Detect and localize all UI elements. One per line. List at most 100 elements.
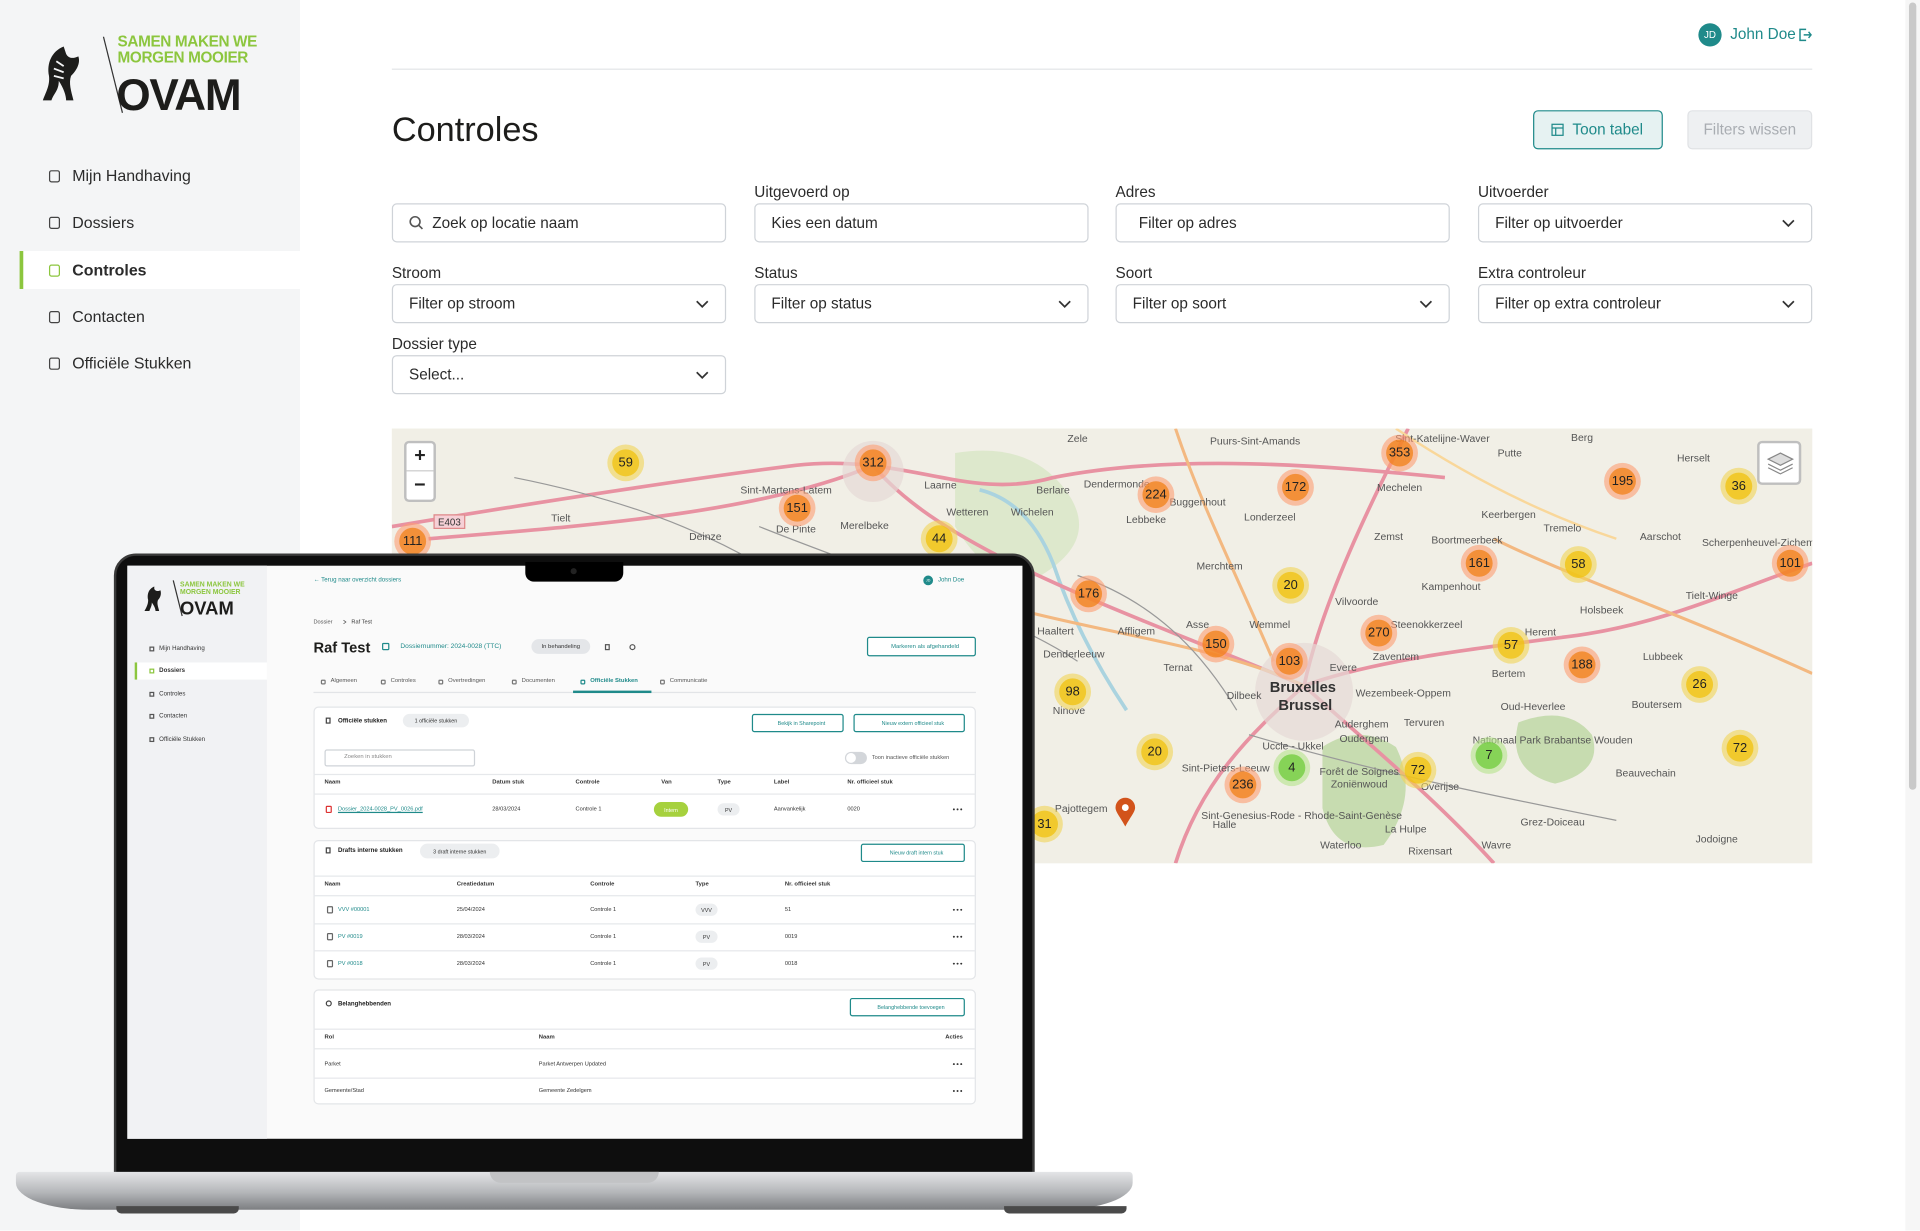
cluster-count[interactable]: 57	[1497, 631, 1525, 659]
status-badge: In behandeling	[531, 639, 591, 654]
tab[interactable]: Communicatie	[669, 678, 708, 685]
cluster-count[interactable]: 236	[1229, 771, 1257, 799]
cell: 28/03/2024	[456, 960, 485, 967]
placeholder: Filter op stroom	[408, 294, 516, 312]
column-header: Creatiedatum	[456, 881, 495, 888]
cluster-count[interactable]: 188	[1568, 651, 1596, 679]
cluster-count[interactable]: 20	[1141, 738, 1169, 766]
cluster-count[interactable]: 150	[1202, 630, 1230, 658]
mini-user-name[interactable]: John Doe	[937, 576, 965, 585]
cluster-count[interactable]: 36	[1725, 472, 1753, 500]
place-label: Wemmel	[1249, 618, 1291, 631]
place-label: Berg	[1571, 430, 1594, 444]
cluster-count[interactable]: 172	[1282, 473, 1309, 501]
type-badge: PV	[695, 930, 718, 943]
mark-done-button[interactable]: Markeren als afgehandeld	[866, 636, 976, 657]
user-name[interactable]: John Doe	[1730, 25, 1796, 43]
mini-nav-item[interactable]: Dossiers	[159, 667, 186, 675]
cluster-count[interactable]: 111	[399, 527, 427, 555]
cluster-count[interactable]: 353	[1386, 439, 1414, 467]
zoom-in[interactable]: +	[406, 443, 434, 472]
place-label: Herent	[1524, 625, 1557, 638]
file-link[interactable]: PV #0018	[337, 960, 363, 967]
select[interactable]	[391, 355, 727, 395]
mini-nav-item[interactable]: Mijn Handhaving	[159, 645, 205, 653]
row-divider	[313, 895, 976, 896]
cluster-count[interactable]: 103	[1275, 647, 1303, 675]
type-badge: PV	[695, 957, 718, 970]
cluster-count[interactable]: 101	[1776, 549, 1804, 577]
cluster-count[interactable]: 72	[1726, 734, 1754, 762]
cluster-count[interactable]: 224	[1142, 481, 1170, 509]
cluster-count[interactable]: 20	[1277, 571, 1305, 599]
nav-item[interactable]: Officiële Stukken	[72, 354, 192, 373]
place-label: Beauvechain	[1615, 766, 1676, 779]
select[interactable]	[391, 284, 727, 324]
cluster-count[interactable]: 270	[1365, 619, 1393, 647]
nav-item[interactable]: Contacten	[72, 307, 145, 326]
card-button[interactable]: Nieuw extern officieel stuk	[853, 713, 965, 733]
cluster-count[interactable]: 176	[1075, 580, 1103, 608]
place-label: Denderleeuw	[1043, 647, 1105, 660]
filter-label: Uitgevoerd op	[754, 183, 850, 201]
text-input[interactable]	[1115, 203, 1450, 243]
mini-search[interactable]	[324, 749, 476, 767]
cell: Controle 1	[575, 806, 602, 813]
file-link[interactable]: Dossier_2024-0028_PV_0026.pdf	[337, 806, 423, 813]
cluster-count[interactable]: 59	[612, 449, 640, 477]
zoom-out[interactable]: −	[414, 474, 426, 496]
card-button[interactable]: Nieuw draft intern stuk	[860, 843, 965, 863]
toggle-table-button[interactable]: Toon tabel	[1533, 110, 1663, 150]
nav-item[interactable]: Dossiers	[72, 213, 135, 232]
tab[interactable]: Documenten	[521, 678, 555, 685]
place-label: Sint-Martens-Latem	[740, 483, 832, 496]
cluster-count[interactable]: 44	[925, 525, 953, 553]
cluster-count[interactable]: 26	[1686, 671, 1714, 698]
place-label: Zoniënwoud	[1330, 777, 1388, 790]
mini-nav-item[interactable]: Controles	[159, 690, 186, 698]
select[interactable]	[1115, 284, 1450, 324]
back-link[interactable]: ← Terug naar overzicht dossiers	[313, 576, 402, 585]
place-label: Lebbeke	[1126, 512, 1167, 526]
mini-nav-item[interactable]: Officiële Stukken	[159, 735, 206, 744]
nav-item[interactable]: Mijn Handhaving	[72, 166, 191, 186]
cluster-count[interactable]: 98	[1059, 678, 1087, 706]
mini-nav-item[interactable]: Contacten	[159, 712, 188, 721]
tab[interactable]: Overtredingen	[448, 678, 486, 685]
cell: Controle 1	[590, 906, 617, 913]
cluster-count[interactable]: 195	[1608, 467, 1636, 495]
tab[interactable]: Controles	[390, 678, 416, 685]
cluster-count[interactable]: 58	[1564, 551, 1592, 578]
place-label: Holsbeek	[1579, 603, 1624, 616]
card-button[interactable]: Bekijk in Sharepoint	[751, 713, 844, 733]
row-divider	[313, 1028, 976, 1030]
row-menu	[952, 935, 963, 938]
file-link[interactable]: VVV #00001	[337, 906, 370, 913]
cluster-count[interactable]: 7	[1475, 742, 1503, 769]
select[interactable]	[1477, 284, 1813, 324]
cluster-count[interactable]: 4	[1278, 754, 1306, 782]
table-icon	[1551, 123, 1564, 136]
pin-icon	[629, 644, 636, 651]
card-button[interactable]: Belanghebbende toevoegen	[849, 997, 965, 1017]
cluster-count[interactable]: 31	[1031, 810, 1058, 838]
mini-sidebar	[127, 565, 267, 1139]
text-input[interactable]	[391, 203, 727, 243]
nav-item[interactable]: Controles	[72, 261, 147, 280]
tab[interactable]: Algemeen	[330, 678, 358, 685]
chevron	[1782, 300, 1795, 308]
breadcrumb[interactable]: Dossier	[313, 618, 333, 625]
cluster-count[interactable]: 312	[859, 449, 887, 477]
cluster-count[interactable]: 72	[1404, 756, 1432, 784]
filter-label: Adres	[1115, 183, 1156, 201]
select[interactable]	[754, 284, 1089, 324]
text-input[interactable]	[754, 203, 1089, 243]
cluster-count[interactable]: 151	[783, 494, 811, 522]
file-link[interactable]: PV #0019	[337, 933, 363, 940]
filter-label: Dossier type	[391, 334, 477, 353]
clear-filters-button[interactable]: Filters wissen	[1687, 110, 1813, 150]
placeholder: Filter op extra controleur	[1495, 294, 1662, 312]
select[interactable]	[1477, 203, 1813, 243]
cluster-count[interactable]: 161	[1465, 549, 1493, 577]
tab[interactable]: Officiële Stukken	[590, 678, 638, 685]
